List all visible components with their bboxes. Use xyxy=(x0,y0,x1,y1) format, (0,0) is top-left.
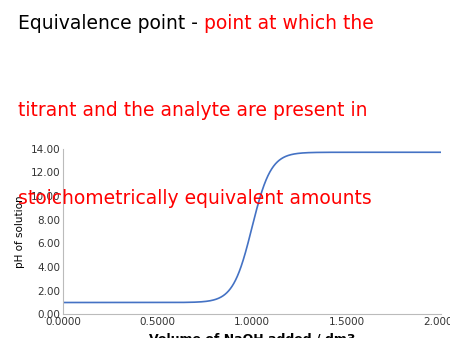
Text: point at which the: point at which the xyxy=(204,14,374,32)
Text: titrant and the analyte are present in: titrant and the analyte are present in xyxy=(18,101,368,120)
Y-axis label: pH of solution: pH of solution xyxy=(15,195,25,268)
Text: stoichometrically equivalent amounts: stoichometrically equivalent amounts xyxy=(18,189,372,208)
Text: Equivalence point -: Equivalence point - xyxy=(18,14,204,32)
X-axis label: Volume of NaOH added / dm3: Volume of NaOH added / dm3 xyxy=(149,333,355,338)
